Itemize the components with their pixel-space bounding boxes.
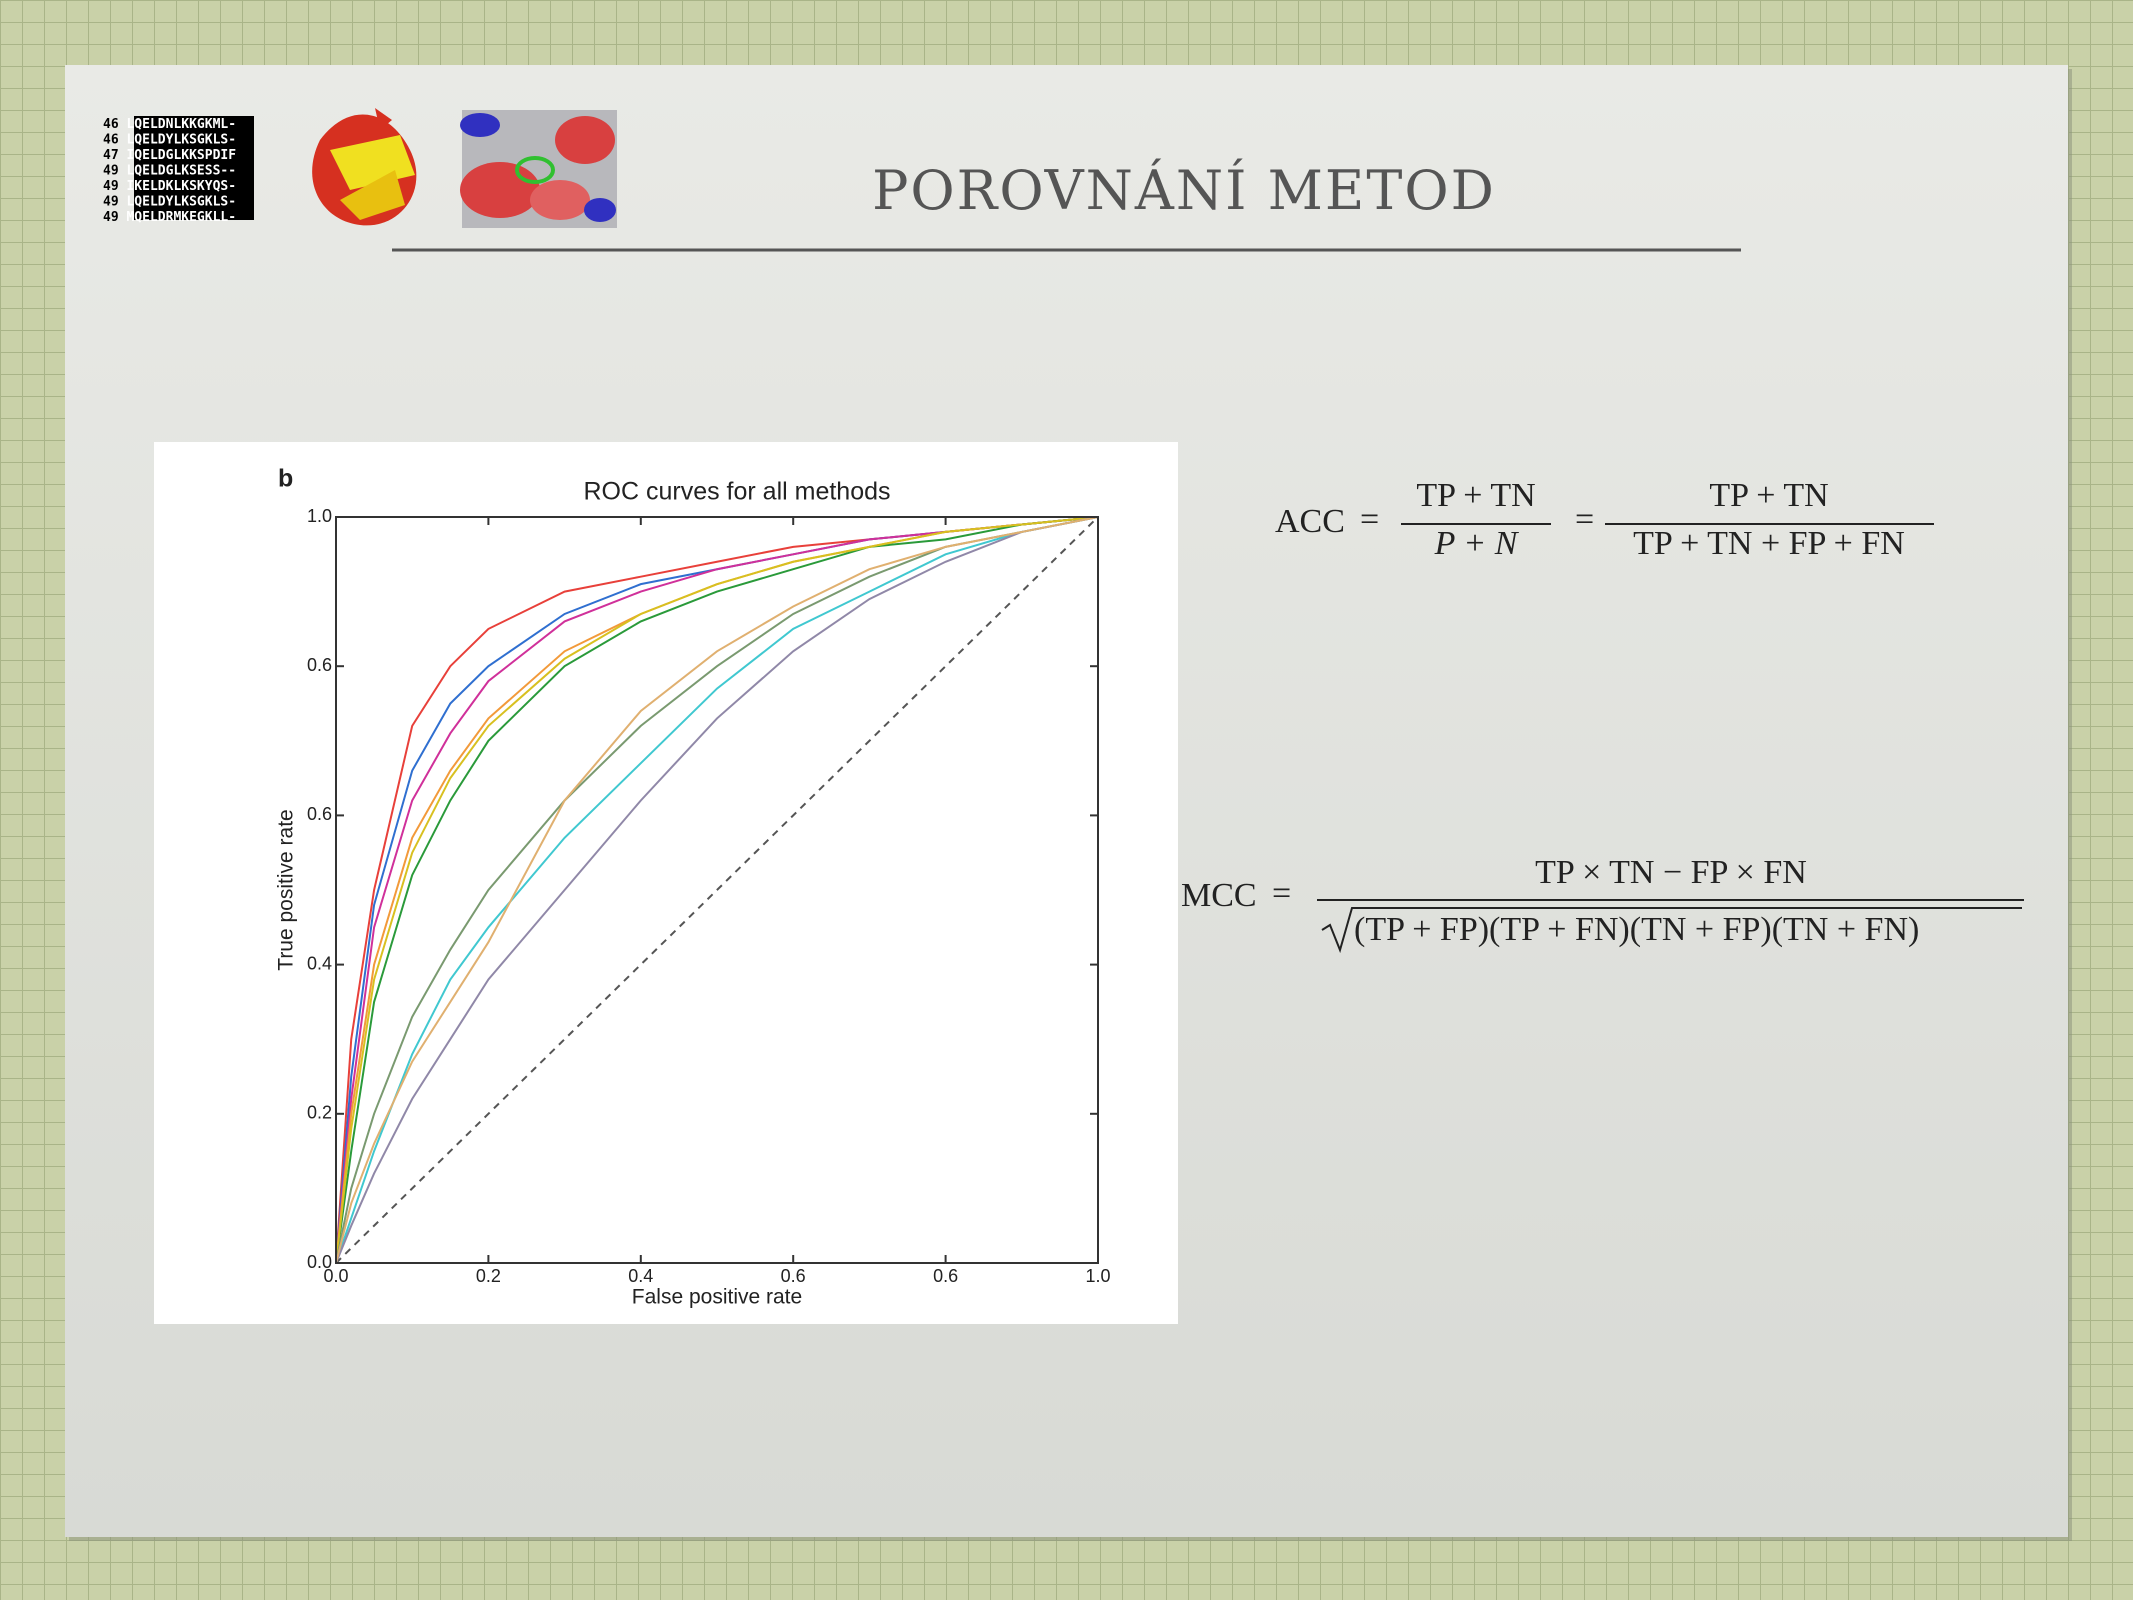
y-tick-label: 0.2 — [307, 1103, 332, 1123]
acc-numerator: TP + TN — [1416, 477, 1535, 514]
alignment-row: 49 MQELDRMKEGKLL- — [103, 210, 236, 225]
chart-panel — [154, 442, 1178, 1324]
x-tick-label: 0.2 — [476, 1266, 501, 1286]
alignment-row: 49 LQELDGLKSESS-- — [103, 163, 236, 178]
acc-name: ACC — [1275, 503, 1345, 540]
panel-label: b — [278, 465, 293, 493]
roc-curve — [335, 516, 1099, 1264]
diagonal-reference — [335, 516, 1099, 1264]
acc-denominator-2: TP + TN + FP + FN — [1633, 525, 1905, 562]
roc-curve — [335, 516, 1099, 1264]
mcc-denominator: (TP + FP)(TP + FN)(TN + FP)(TN + FN) — [1354, 911, 1919, 948]
y-tick-label: 0.6 — [307, 655, 332, 675]
x-tick-label: 0.0 — [323, 1266, 348, 1286]
y-tick-label: 0.0 — [307, 1252, 332, 1272]
y-tick-label: 1.0 — [307, 506, 332, 526]
roc-curve — [335, 516, 1099, 1264]
acc-equals-2: = — [1575, 501, 1594, 538]
y-axis-label: True positive rate — [275, 809, 298, 970]
roc-curve — [335, 516, 1099, 1264]
x-tick-label: 1.0 — [1085, 1266, 1110, 1286]
acc-equals: = — [1360, 501, 1379, 538]
mcc-numerator: TP × TN − FP × FN — [1535, 854, 1807, 891]
y-tick-label: 0.6 — [307, 804, 332, 824]
slide-title: POROVNÁNÍ METOD — [872, 158, 1496, 222]
plot-frame — [335, 516, 1099, 1264]
alignment-row: 49 LQELDYLKSGKLS- — [103, 194, 236, 209]
roc-curve — [335, 516, 1099, 1264]
protein-surface — [460, 110, 617, 228]
protein-cartoon — [312, 108, 417, 226]
chart-title: ROC curves for all methods — [583, 478, 890, 506]
mcc-equals: = — [1272, 875, 1291, 912]
alignment-logo: 46 LQELDNLKKGKML-46 LQELDYLKSGKLS-47 IQE… — [103, 116, 254, 225]
x-tick-label: 0.6 — [933, 1266, 958, 1286]
alignment-highlight — [134, 116, 254, 220]
roc-curve — [335, 516, 1099, 1264]
alignment-row: 49 IKELDKLKSKYQS- — [103, 179, 236, 194]
acc-denominator: P + N — [1434, 525, 1520, 562]
x-tick-label: 0.4 — [628, 1266, 653, 1286]
sqrt-sign — [1321, 907, 2022, 954]
acc-numerator-2: TP + TN — [1709, 477, 1828, 514]
x-axis-label: False positive rate — [632, 1286, 802, 1309]
y-tick-label: 0.4 — [307, 953, 332, 973]
mcc-name: MCC — [1181, 877, 1257, 914]
alignment-row: 46 LQELDNLKKGKML- — [103, 117, 236, 132]
plot-area: 0.0 0.2 0.4 0.6 0.6 1.0 0.0 0.2 0.4 0.6 0.6 1.0 — [307, 506, 1111, 1286]
alignment-row: 46 LQELDYLKSGKLS- — [103, 132, 236, 147]
alignment-row: 47 IQELDGLKKSPDIF — [103, 148, 236, 163]
x-tick-label: 0.6 — [781, 1266, 806, 1286]
roc-curve — [335, 516, 1099, 1264]
